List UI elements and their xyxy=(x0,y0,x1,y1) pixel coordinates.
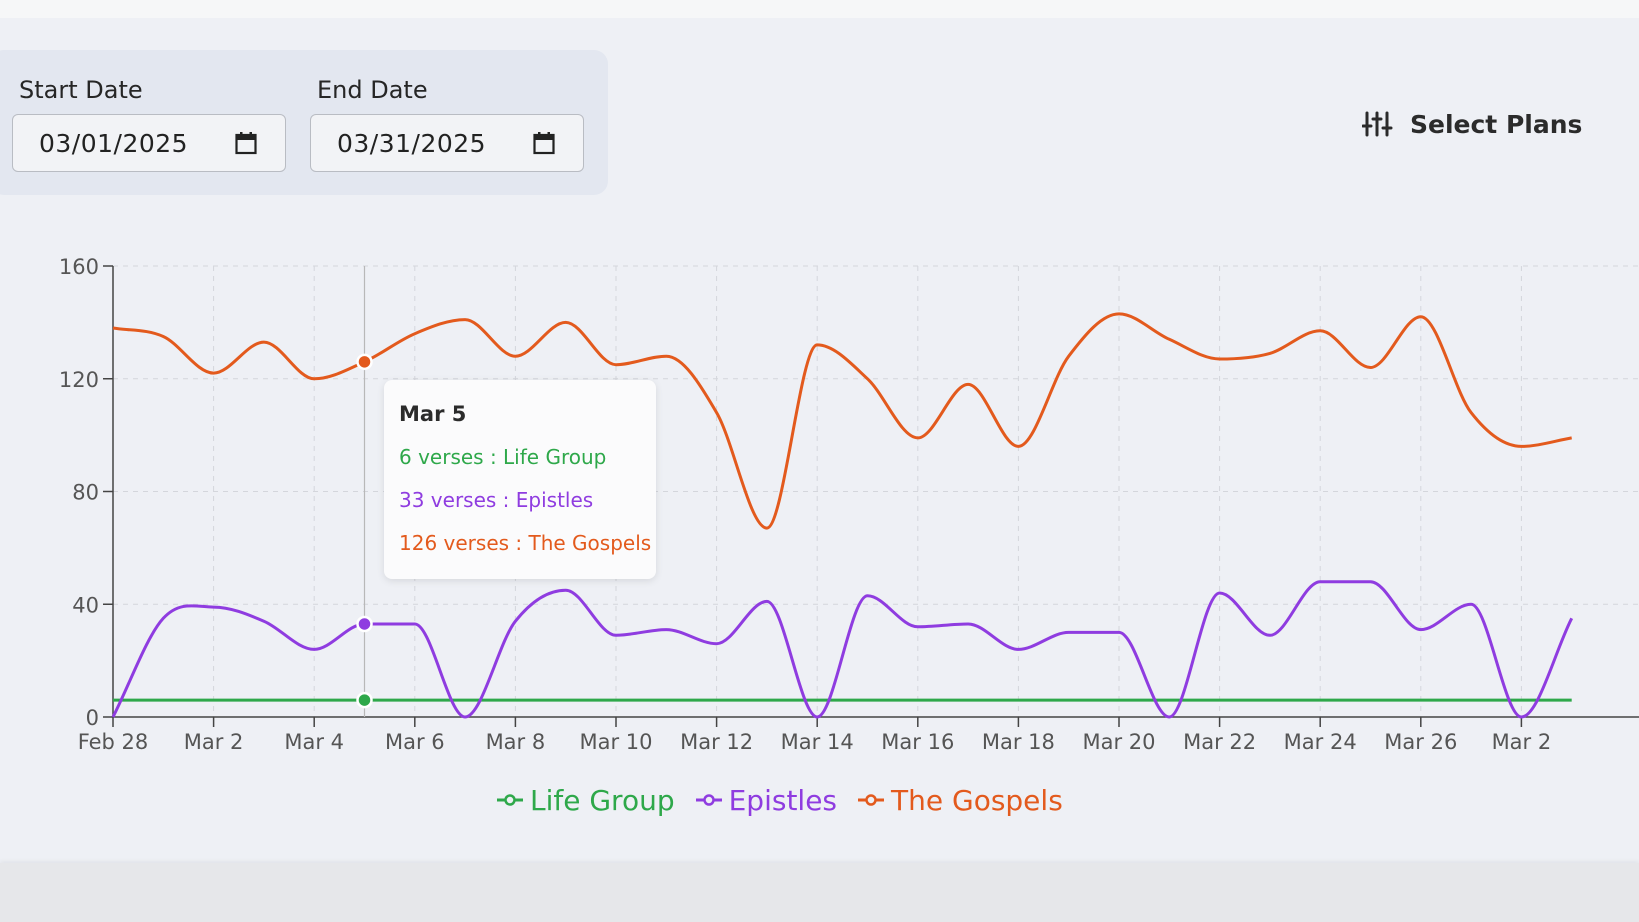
legend-item-life-group[interactable]: Life Group xyxy=(496,784,675,817)
calendar-icon[interactable] xyxy=(235,131,257,155)
calendar-icon[interactable] xyxy=(533,131,555,155)
x-tick-label: Mar 16 xyxy=(881,730,954,754)
x-tick-label: Mar 20 xyxy=(1082,730,1155,754)
bottom-bar xyxy=(0,863,1639,922)
legend-item-epistles[interactable]: Epistles xyxy=(695,784,837,817)
tooltip-title: Mar 5 xyxy=(399,402,467,426)
x-tick-label: Mar 8 xyxy=(486,730,546,754)
end-date-input[interactable]: 03/31/2025 xyxy=(310,114,584,172)
x-tick-label: Mar 2 xyxy=(184,730,244,754)
end-date-field: End Date 03/31/2025 xyxy=(310,76,584,172)
legend-label-epistles: Epistles xyxy=(728,783,838,817)
start-date-input[interactable]: 03/01/2025 xyxy=(12,114,286,172)
tooltip-row-life-group: 6 verses : Life Group xyxy=(399,445,607,469)
sliders-icon xyxy=(1362,111,1393,137)
legend-label-life-group: Life Group xyxy=(530,783,675,817)
highlight-point xyxy=(356,353,373,371)
y-tick-label: 80 xyxy=(72,481,99,505)
x-tick-label: Mar 10 xyxy=(579,730,652,754)
x-tick-label: Feb 28 xyxy=(78,730,149,754)
y-tick-label: 0 xyxy=(86,706,99,730)
end-date-label: End Date xyxy=(317,76,428,104)
x-tick-label: Mar 26 xyxy=(1384,730,1457,754)
start-date-value: 03/01/2025 xyxy=(39,128,189,158)
x-tick-label: Mar 4 xyxy=(284,730,344,754)
tooltip-row-gospels: 126 verses : The Gospels xyxy=(399,531,652,555)
select-plans-button[interactable]: Select Plans xyxy=(1362,104,1582,144)
legend-marker-icon xyxy=(497,794,523,806)
chart-legend: Life Group Epistles The Gospels xyxy=(496,780,1063,820)
highlight-point xyxy=(356,691,373,709)
x-tick-label: Mar 24 xyxy=(1284,730,1357,754)
top-bar xyxy=(0,0,1639,18)
x-tick-label: Mar 14 xyxy=(781,730,854,754)
x-tick-label: Mar 18 xyxy=(982,730,1055,754)
legend-item-gospels[interactable]: The Gospels xyxy=(857,784,1063,817)
tooltip-row-epistles: 33 verses : Epistles xyxy=(399,488,594,512)
legend-marker-icon xyxy=(858,794,885,806)
x-tick-label: Mar 22 xyxy=(1183,730,1256,754)
select-plans-label: Select Plans xyxy=(1410,109,1583,139)
y-tick-label: 40 xyxy=(72,593,99,617)
y-tick-label: 120 xyxy=(59,368,99,392)
end-date-value: 03/31/2025 xyxy=(337,128,487,158)
epistles-line xyxy=(111,580,1574,719)
highlight-point xyxy=(356,615,373,633)
gospels-line xyxy=(112,312,1572,530)
x-tick-label: Mar 12 xyxy=(680,730,753,754)
legend-label-gospels: The Gospels xyxy=(891,783,1063,817)
start-date-label: Start Date xyxy=(19,76,143,104)
chart-tooltip: Mar 5 6 verses : Life Group 33 verses : … xyxy=(384,380,656,579)
x-tick-label: Mar 2 xyxy=(1492,730,1552,754)
start-date-field: Start Date 03/01/2025 xyxy=(12,76,286,172)
y-tick-label: 160 xyxy=(59,255,99,279)
x-tick-label: Mar 6 xyxy=(385,730,445,754)
legend-marker-icon xyxy=(695,794,722,806)
